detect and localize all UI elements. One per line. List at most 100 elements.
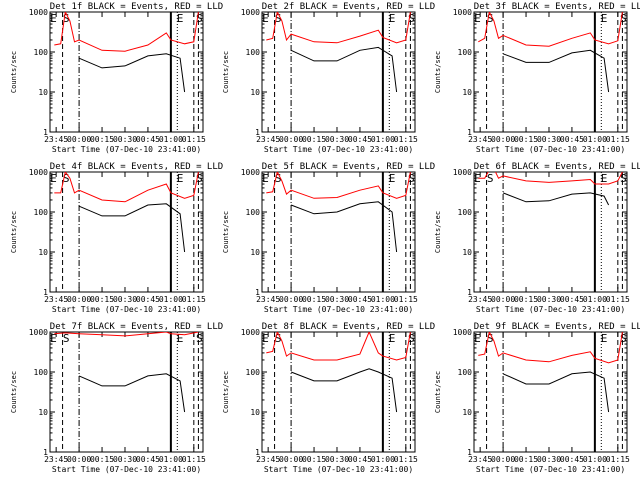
y-tick-label: 1 (255, 448, 260, 457)
x-tick-label: 00:15 (514, 455, 538, 464)
marker-label-s: S (275, 332, 282, 345)
black-events-series (502, 49, 610, 93)
marker-label-e: E (474, 332, 481, 345)
chart-panel-9: Det 9f BLACK = Events, RED = LLD 1 10 100 10… (434, 322, 640, 474)
red-lld-series (478, 172, 623, 185)
marker-label-e: E (177, 12, 184, 25)
marker-label-e: E (389, 332, 396, 345)
plot-frame (261, 331, 416, 453)
x-tick-label: 00:30 (113, 455, 137, 464)
black-events-series (290, 46, 398, 93)
marker-label-e: E (50, 12, 57, 25)
black-events-series (290, 368, 398, 413)
x-tick-label: 00:15 (90, 455, 114, 464)
x-tick-label: 00:00 (279, 295, 303, 304)
chart-title: Det 7f BLACK = Events, RED = LLD (50, 322, 223, 332)
y-tick-label: 1000 (29, 168, 48, 177)
x-tick-label: 23:45 (256, 455, 280, 464)
x-tick-label: 00:15 (302, 455, 326, 464)
y-tick-label: 1 (255, 128, 260, 137)
plot-frame (49, 171, 204, 293)
x-tick-label: 01:00 (583, 455, 607, 464)
y-tick-label: 1000 (453, 328, 472, 337)
x-tick-label: 00:15 (90, 135, 114, 144)
y-axis-label: Counts/sec (10, 51, 18, 93)
y-tick-label: 10 (38, 408, 48, 417)
marker-label-s: S (408, 12, 415, 25)
x-tick-label: 01:15 (182, 455, 206, 464)
x-tick-label: 00:45 (348, 135, 372, 144)
marker-label-e: E (389, 172, 396, 185)
x-tick-label: 23:45 (468, 455, 492, 464)
y-tick-label: 1000 (241, 328, 260, 337)
x-tick-label: 01:15 (182, 135, 206, 144)
x-tick-label: 23:45 (468, 135, 492, 144)
x-axis-label: Start Time (07-Dec-10 23:41:00) (264, 305, 413, 314)
x-tick-label: 01:15 (606, 455, 630, 464)
plot-frame (473, 11, 628, 133)
marker-label-e: E (474, 172, 481, 185)
x-tick-label: 00:00 (67, 295, 91, 304)
x-tick-label: 00:30 (325, 295, 349, 304)
chart-panel-2: Det 2f BLACK = Events, RED = LLD 1 10 100 10… (222, 2, 435, 154)
x-tick-label: 00:15 (514, 135, 538, 144)
red-lld-series (478, 332, 623, 364)
x-tick-label: 00:15 (90, 295, 114, 304)
x-tick-label: 00:30 (537, 295, 561, 304)
y-tick-label: 1000 (29, 328, 48, 337)
y-tick-label: 1 (467, 288, 472, 297)
chart-panel-5: Det 5f BLACK = Events, RED = LLD 1 10 100 10… (222, 162, 435, 314)
y-tick-label: 10 (38, 88, 48, 97)
y-tick-label: 1 (467, 128, 472, 137)
marker-label-s: S (196, 12, 203, 25)
y-tick-label: 10 (250, 248, 260, 257)
x-axis-label: Start Time (07-Dec-10 23:41:00) (264, 145, 413, 154)
x-tick-label: 23:45 (44, 455, 68, 464)
x-tick-label: 00:45 (136, 455, 160, 464)
x-tick-label: 01:15 (394, 295, 418, 304)
red-lld-series (478, 12, 623, 47)
x-tick-label: 00:45 (560, 455, 584, 464)
x-tick-label: 00:30 (537, 455, 561, 464)
plot-frame (473, 171, 628, 293)
y-tick-label: 1000 (453, 168, 472, 177)
marker-label-s: S (487, 12, 494, 25)
x-tick-label: 01:00 (583, 135, 607, 144)
x-tick-label: 01:00 (583, 295, 607, 304)
x-axis-label: Start Time (07-Dec-10 23:41:00) (52, 145, 201, 154)
y-tick-label: 1000 (453, 8, 472, 17)
plot-frame (261, 171, 416, 293)
x-tick-label: 00:45 (560, 295, 584, 304)
plot-frame (49, 11, 204, 133)
marker-label-e: E (601, 332, 608, 345)
x-axis-label: Start Time (07-Dec-10 23:41:00) (476, 305, 625, 314)
x-tick-label: 01:00 (371, 135, 395, 144)
black-events-series (78, 203, 186, 253)
y-tick-label: 10 (250, 408, 260, 417)
x-tick-label: 00:45 (348, 295, 372, 304)
marker-label-s: S (620, 12, 627, 25)
chart-panel-3: Det 3f BLACK = Events, RED = LLD 1 10 100 10… (434, 2, 640, 154)
x-tick-label: 00:45 (348, 455, 372, 464)
marker-label-e: E (262, 172, 269, 185)
x-tick-label: 00:15 (302, 295, 326, 304)
x-tick-label: 00:15 (514, 295, 538, 304)
x-tick-label: 00:00 (67, 455, 91, 464)
marker-label-s: S (408, 172, 415, 185)
marker-label-e: E (50, 332, 57, 345)
x-tick-label: 23:45 (44, 135, 68, 144)
marker-label-s: S (620, 172, 627, 185)
y-tick-label: 10 (462, 248, 472, 257)
marker-label-e: E (177, 332, 184, 345)
red-lld-series (54, 12, 199, 52)
marker-label-e: E (389, 12, 396, 25)
chart-panel-7: Det 7f BLACK = Events, RED = LLD 1 10 100 10… (10, 322, 223, 474)
y-tick-label: 100 (34, 48, 49, 57)
y-tick-label: 100 (458, 208, 473, 217)
y-tick-label: 1 (43, 128, 48, 137)
x-tick-label: 01:00 (159, 455, 183, 464)
y-tick-label: 100 (34, 368, 49, 377)
y-tick-label: 1000 (241, 8, 260, 17)
x-tick-label: 23:45 (256, 295, 280, 304)
x-tick-label: 00:30 (325, 455, 349, 464)
